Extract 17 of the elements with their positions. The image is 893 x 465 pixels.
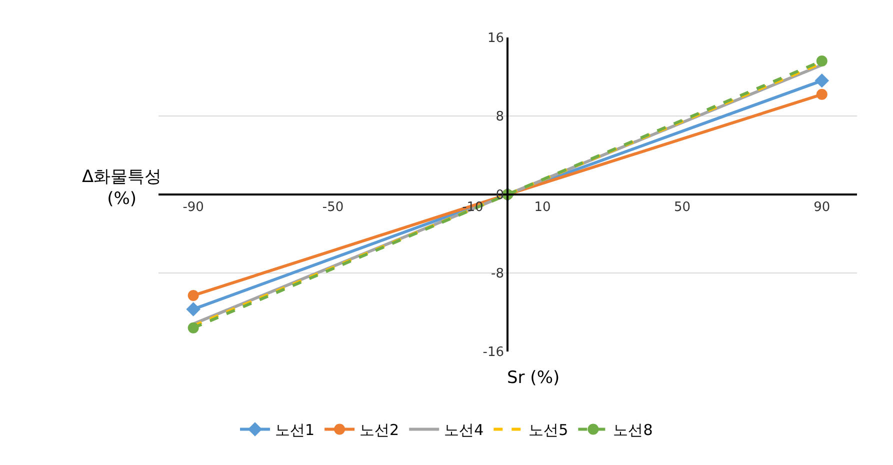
y-tick-label: 0 bbox=[496, 188, 504, 203]
y-tick-label: -16 bbox=[482, 344, 504, 360]
x-tick-label: 50 bbox=[674, 200, 690, 216]
x-tick-label: -90 bbox=[182, 200, 204, 216]
x-tick-label: 90 bbox=[814, 200, 830, 216]
legend-label: 노선5 bbox=[528, 421, 568, 440]
x-tick-label: -50 bbox=[322, 200, 344, 216]
y-axis-title: Δ화물특성 (%) bbox=[82, 167, 162, 210]
legend-label: 노선8 bbox=[613, 421, 653, 440]
x-tick-label: 10 bbox=[534, 200, 551, 216]
y-tick-label: 16 bbox=[487, 31, 504, 46]
legend-label: 노선2 bbox=[360, 421, 400, 440]
legend-label: 노선4 bbox=[444, 421, 484, 440]
legend-label: 노선1 bbox=[275, 421, 315, 440]
y-tick-label: -8 bbox=[491, 266, 504, 282]
y-tick-label: 8 bbox=[496, 110, 504, 125]
x-axis-title: Sr (%) bbox=[507, 368, 560, 388]
